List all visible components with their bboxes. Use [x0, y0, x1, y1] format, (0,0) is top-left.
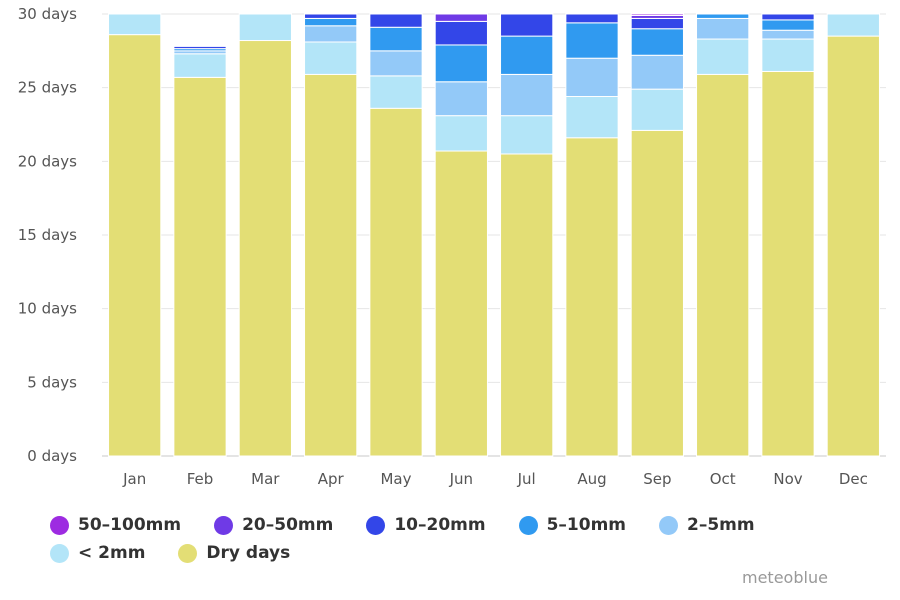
bar-segment	[696, 38, 750, 75]
bar-segment	[173, 76, 227, 457]
legend-swatch	[366, 515, 386, 535]
bar-segment	[500, 13, 554, 37]
bar-segment	[369, 50, 423, 77]
legend-label: 10–20mm	[394, 515, 486, 535]
bar-segment	[238, 13, 292, 42]
bar-segment	[630, 88, 684, 131]
legend-swatch	[50, 543, 69, 563]
legend-swatch	[178, 543, 198, 563]
x-tick-label: Apr	[318, 470, 345, 488]
bar-segment	[826, 13, 880, 37]
bar-segment	[696, 17, 750, 40]
legend-swatch	[50, 515, 69, 535]
bar-segment	[238, 40, 292, 457]
bar-segment	[434, 44, 488, 83]
legend-item[interactable]: 10–20mm	[366, 514, 486, 536]
legend-item[interactable]: 50–100mm	[50, 514, 181, 536]
legend-label: 20–50mm	[242, 515, 334, 535]
bar-segment	[630, 129, 684, 457]
bar-segment	[369, 107, 423, 457]
x-tick-label: May	[380, 470, 411, 488]
y-axis-tick-labels: 0 days 5 days 10 days 15 days 20 days 25 days…	[18, 5, 77, 465]
legend-item[interactable]: Dry days	[178, 542, 290, 564]
bars	[108, 13, 880, 457]
legend-label: 2–5mm	[687, 515, 755, 535]
bar-segment	[304, 17, 358, 27]
x-tick-label: Mar	[251, 470, 280, 488]
bar-segment	[369, 26, 423, 52]
x-tick-label: Feb	[187, 470, 214, 488]
bar-segment	[761, 70, 815, 457]
bar-segment	[630, 28, 684, 56]
bar-segment	[761, 13, 815, 21]
legend-item[interactable]: 5–10mm	[518, 514, 626, 536]
legend-item[interactable]: 20–50mm	[214, 514, 333, 536]
bar-segment	[369, 75, 423, 109]
bar-segment	[304, 41, 358, 75]
bar-segment	[696, 13, 750, 19]
x-tick-label: Jul	[517, 470, 536, 488]
bar-segment	[565, 22, 619, 59]
bar-segment	[434, 81, 488, 117]
y-gridlines	[102, 13, 886, 457]
x-axis-tick-labels: Jan Feb Mar Apr May Jun Jul Aug Sep Oct Nov Dec	[122, 470, 868, 488]
x-tick-label: Jan	[122, 470, 146, 488]
legend-label: Dry days	[206, 543, 291, 563]
bar-segment	[500, 73, 554, 117]
x-tick-label: Sep	[643, 470, 671, 488]
bar-segment	[369, 13, 423, 28]
legend-item[interactable]: 2–5mm	[659, 514, 755, 536]
bar-segment	[761, 19, 815, 31]
bar-segment	[500, 153, 554, 457]
bar-segment	[826, 35, 880, 457]
y-tick-label: 5 days	[27, 373, 77, 391]
bar-segment	[108, 13, 162, 36]
bar-segment	[565, 57, 619, 98]
bar-segment	[304, 13, 358, 19]
x-tick-label: Jun	[449, 470, 473, 488]
y-tick-label: 10 days	[18, 300, 77, 318]
legend-swatch	[518, 515, 538, 535]
bar-segment	[630, 13, 684, 16]
x-tick-label: Oct	[710, 470, 736, 488]
bar-segment	[173, 53, 227, 78]
legend-label: 5–10mm	[546, 515, 626, 535]
bar-segment	[434, 13, 488, 22]
y-tick-label: 15 days	[18, 226, 77, 244]
bar-segment	[630, 54, 684, 90]
legend-label: 50–100mm	[78, 515, 182, 535]
bar-segment	[500, 115, 554, 155]
bar-segment	[304, 25, 358, 43]
bar-segment	[304, 73, 358, 457]
credit-text: meteoblue	[742, 568, 828, 587]
bar-segment	[761, 29, 815, 40]
legend-swatch	[659, 515, 678, 535]
bar-segment	[761, 38, 815, 72]
bar-segment	[108, 34, 162, 457]
bar-segment	[565, 13, 619, 24]
y-tick-label: 0 days	[27, 447, 77, 465]
x-tick-label: Aug	[577, 470, 606, 488]
bar-segment	[565, 137, 619, 457]
y-tick-label: 20 days	[18, 152, 77, 170]
bar-segment	[173, 45, 227, 50]
bar-segment	[434, 20, 488, 46]
bar-segment	[434, 115, 488, 152]
y-tick-label: 25 days	[18, 79, 77, 97]
bar-segment	[630, 17, 684, 30]
bar-segment	[565, 96, 619, 139]
legend: 50–100mm 20–50mm 10–20mm 5–10mm 2–5mm < 2mm Dr…	[50, 514, 850, 564]
y-tick-label: 30 days	[18, 5, 77, 23]
precipitation-days-chart: 0 days 5 days 10 days 15 days 20 days 25 days…	[18, 5, 886, 488]
bar-segment	[500, 35, 554, 75]
bar-segment	[696, 73, 750, 457]
x-tick-label: Dec	[839, 470, 868, 488]
legend-item[interactable]: < 2mm	[50, 542, 145, 564]
legend-swatch	[214, 515, 234, 535]
x-tick-label: Nov	[773, 470, 802, 488]
legend-label: < 2mm	[78, 543, 146, 563]
bar-segment	[434, 150, 488, 457]
